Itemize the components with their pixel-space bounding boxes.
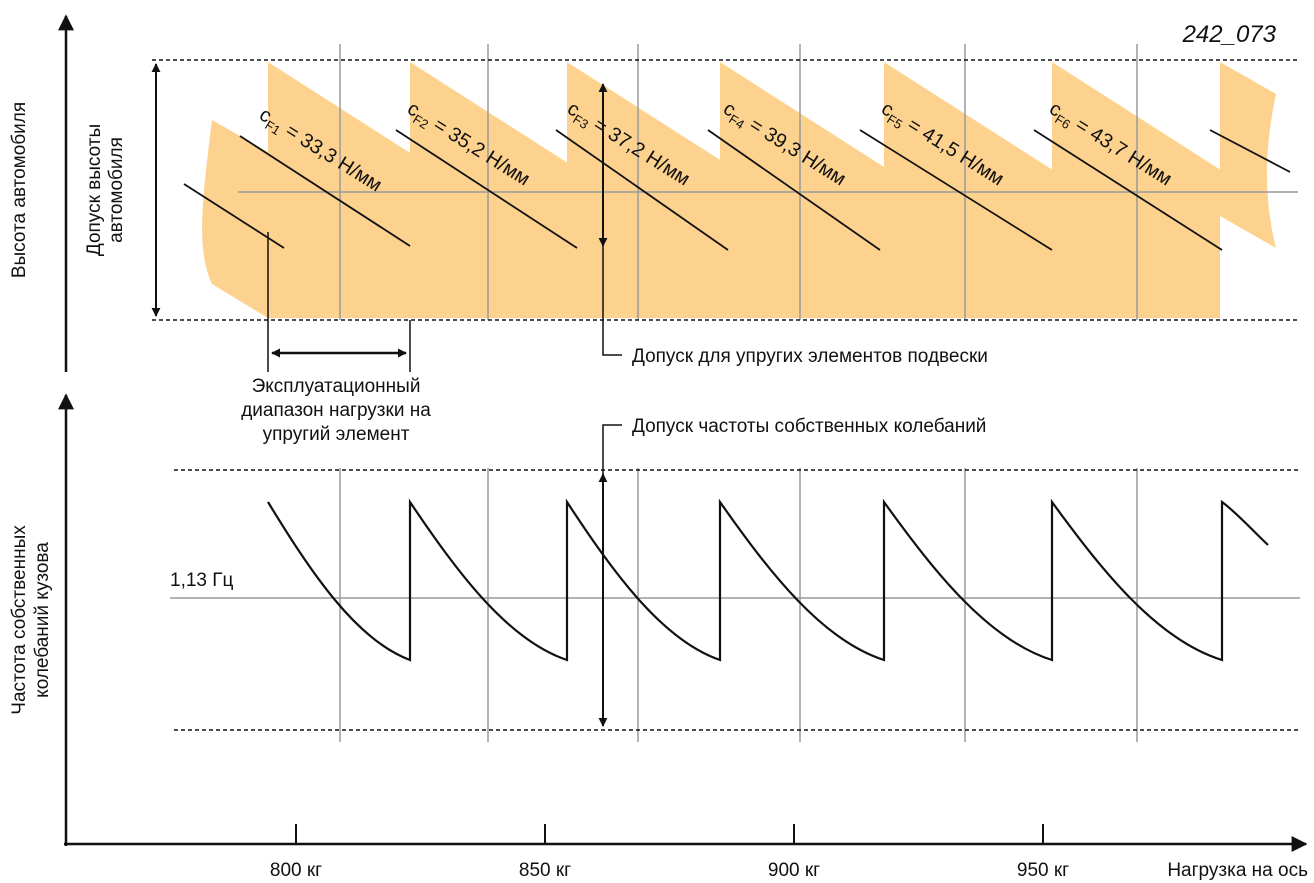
load-range-label-line2: диапазон нагрузки на — [241, 400, 431, 421]
tick-label-900: 900 кг — [768, 860, 820, 881]
frequency-axis-label-line2: колебаний кузова — [32, 542, 53, 698]
tick-label-950: 950 кг — [1017, 860, 1069, 881]
frequency-reference-label: 1,13 Гц — [170, 570, 234, 591]
frequency-axis-label-line1: Частота собственных — [9, 525, 30, 715]
band-partial-left — [202, 120, 268, 318]
load-axis-ticks — [296, 824, 1043, 844]
load-range-label-line3: упругий элемент — [263, 424, 410, 445]
frequency-tolerance-label: Допуск частоты собственных колебаний — [632, 416, 986, 437]
load-range-label-line1: Эксплуатационный — [252, 376, 421, 397]
band-1 — [268, 62, 410, 318]
spring-bands — [202, 62, 1276, 318]
figure-id: 242_073 — [1182, 21, 1277, 48]
frequency-curve — [268, 502, 1268, 660]
spring-tolerance-label: Допуск для упругих элементов подвески — [632, 346, 988, 367]
height-axis-label: Высота автомобиля — [9, 102, 30, 278]
band-4 — [720, 62, 884, 318]
load-axis-label: Нагрузка на ось — [1167, 860, 1308, 881]
band-5 — [884, 62, 1052, 318]
tick-label-800: 800 кг — [270, 860, 322, 881]
height-tolerance-label-line2: автомобиля — [106, 137, 127, 243]
band-6 — [1052, 62, 1220, 318]
height-tolerance-label-line1: Допуск высоты — [84, 124, 105, 256]
band-partial-right — [1220, 62, 1276, 248]
frequency-tolerance-leader — [603, 425, 622, 474]
tick-label-850: 850 кг — [519, 860, 571, 881]
